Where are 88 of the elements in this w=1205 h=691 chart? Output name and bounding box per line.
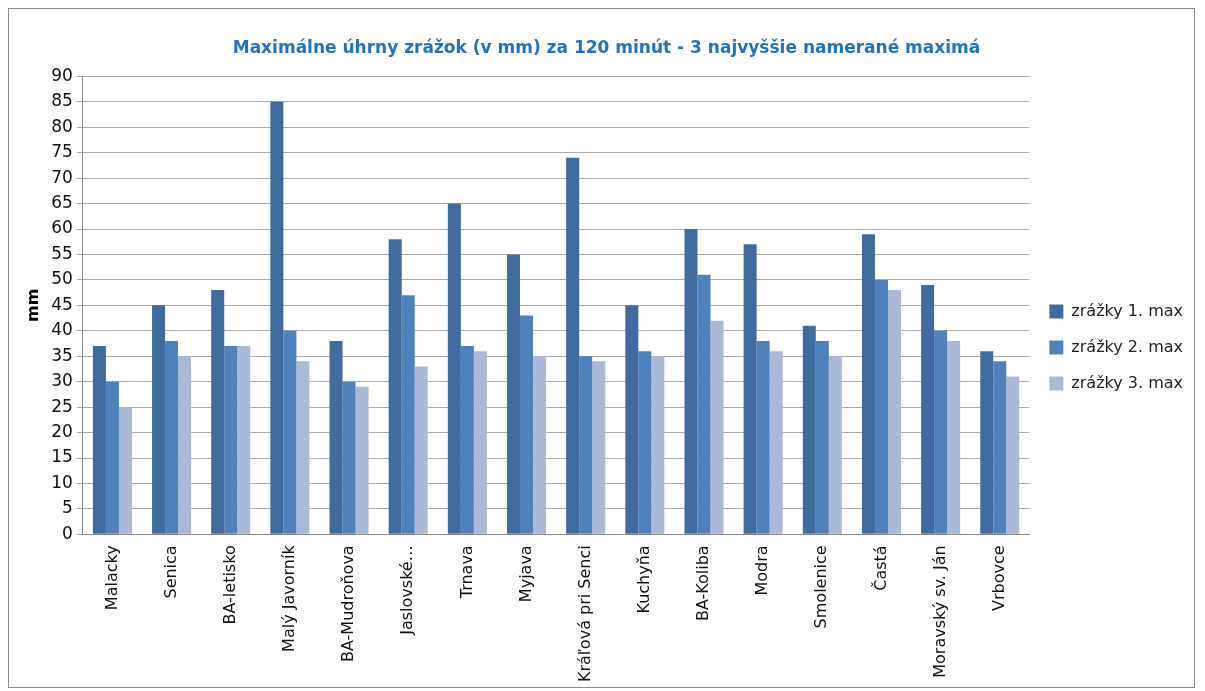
- bar: [743, 244, 757, 534]
- bar: [211, 290, 225, 534]
- x-tick-label: Myjava: [515, 545, 535, 603]
- y-tick-label: 90: [51, 64, 73, 85]
- x-tick-label: Smolenice: [811, 545, 831, 629]
- bar: [947, 340, 961, 534]
- bar: [283, 330, 297, 534]
- y-tick-label: 25: [51, 395, 73, 416]
- y-tick-label: 45: [51, 293, 73, 314]
- x-tick-label: BA-Mudroňova: [338, 545, 358, 662]
- bar: [520, 315, 534, 534]
- legend-label: zrážky 3. max: [1071, 372, 1183, 392]
- bar: [447, 203, 461, 534]
- x-tick-label: Senica: [160, 545, 180, 599]
- legend-label: zrážky 1. max: [1071, 300, 1183, 320]
- x-tick-label: Kráľová pri Senci: [574, 545, 594, 682]
- y-tick-label: 10: [51, 471, 73, 492]
- y-tick-label: 80: [51, 115, 73, 136]
- bar: [270, 101, 284, 534]
- x-tick-label: Moravský sv. Ján: [929, 545, 949, 678]
- y-tick-label: 65: [51, 192, 73, 213]
- bar: [92, 346, 106, 534]
- bar: [638, 351, 652, 534]
- bar: [165, 340, 179, 534]
- x-tick-label: Častá: [870, 545, 890, 591]
- y-tick-label: 55: [51, 242, 73, 263]
- y-tick-label: 85: [51, 90, 73, 111]
- bar: [342, 381, 356, 534]
- legend-label: zrážky 2. max: [1071, 336, 1183, 356]
- y-axis-title: mm: [22, 288, 42, 323]
- bar: [993, 361, 1007, 534]
- bar: [579, 356, 593, 534]
- y-tick-label: 70: [51, 166, 73, 187]
- bar: [934, 330, 948, 534]
- x-tick-label: Kuchyňa: [633, 545, 653, 614]
- bar: [178, 356, 192, 534]
- bar: [887, 290, 901, 534]
- bar: [152, 305, 166, 534]
- y-tick-label: 75: [51, 141, 73, 162]
- x-tick-label: Jaslovské…: [397, 545, 417, 636]
- bar: [414, 366, 428, 534]
- bar: [473, 351, 487, 534]
- bar: [1006, 376, 1020, 534]
- bar: [769, 351, 783, 534]
- y-tick-label: 30: [51, 370, 73, 391]
- y-tick-label: 5: [62, 497, 73, 518]
- bar: [684, 229, 698, 534]
- x-tick-label: Malý Javorník: [279, 544, 299, 652]
- bar: [815, 340, 829, 534]
- x-tick-label: BA-Koliba: [693, 545, 713, 622]
- bar: [355, 386, 369, 534]
- bar: [828, 356, 842, 534]
- bar: [533, 356, 547, 534]
- chart-title: Maximálne úhrny zrážok (v mm) za 120 minút - 3 najvyššie namerané maximá: [232, 36, 981, 57]
- y-tick-label: 40: [51, 319, 73, 340]
- x-tick-label: BA-letisko: [219, 545, 239, 625]
- bar: [756, 340, 770, 534]
- bar: [388, 239, 402, 534]
- bar: [296, 361, 310, 534]
- bar: [118, 407, 132, 534]
- bar: [566, 157, 580, 534]
- bar: [460, 346, 474, 534]
- bar: [697, 274, 711, 534]
- bar: [625, 305, 639, 534]
- bar: [802, 325, 816, 534]
- bar: [861, 234, 875, 534]
- bar: [329, 340, 343, 534]
- x-tick-label: Malacky: [101, 545, 121, 611]
- x-tick-label: Vrbovce: [988, 545, 1008, 611]
- x-tick-label: Trnava: [456, 545, 476, 600]
- y-tick-label: 20: [51, 420, 73, 441]
- y-tick-label: 60: [51, 217, 73, 238]
- y-tick-label: 50: [51, 268, 73, 289]
- bar: [224, 346, 238, 534]
- x-tick-label: Modra: [752, 545, 772, 596]
- bar: [874, 279, 888, 534]
- bar: [592, 361, 606, 534]
- y-tick-label: 15: [51, 446, 73, 467]
- bar: [710, 320, 724, 534]
- bar: [401, 295, 415, 534]
- y-tick-label: 0: [62, 522, 73, 543]
- bar: [980, 351, 994, 534]
- bar: [237, 346, 251, 534]
- bar: [105, 381, 119, 534]
- y-tick-label: 35: [51, 344, 73, 365]
- bar: [651, 356, 665, 534]
- bar: [506, 254, 521, 534]
- bar: [921, 285, 935, 534]
